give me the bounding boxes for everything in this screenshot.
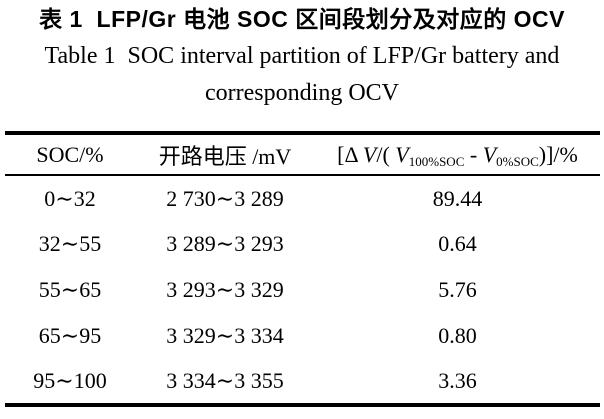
cell-soc-range: 55∼65 <box>38 277 102 302</box>
cell-delta-v-percent: 0.80 <box>438 323 477 348</box>
cell-soc-range: 65∼95 <box>38 323 102 348</box>
cell-soc-range: 32∼55 <box>38 231 102 256</box>
column-header-soc: SOC/% <box>36 141 104 167</box>
cell-ocv-range: 3 293∼3 329 <box>166 277 284 302</box>
cell-delta-v-percent: 3.36 <box>438 368 477 393</box>
formula-close-bracket-percent: )]/% <box>538 141 578 167</box>
formula-divide-paren: /( <box>376 141 396 167</box>
cell-ocv-range: 3 289∼3 293 <box>166 231 284 256</box>
table-header-row: SOC/% 开路电压 /mV [Δ V/( V100%SOC - V0%SOC)… <box>5 133 600 175</box>
cell-delta-v-percent: 0.64 <box>438 231 477 256</box>
table-caption-english: Table 1 SOC interval partition of LFP/Gr… <box>0 38 604 112</box>
formula-v100-symbol: V <box>395 141 409 167</box>
formula-minus-sign: - <box>464 141 483 167</box>
formula-delta-v-symbol: V <box>362 141 377 167</box>
formula-v0-subscript: 0%SOC <box>496 153 539 169</box>
table-row: 32∼55 3 289∼3 293 0.64 <box>5 221 600 267</box>
table-caption-english-line1: Table 1 SOC interval partition of LFP/Gr… <box>44 43 560 69</box>
table-row: 0∼32 2 730∼3 289 89.44 <box>5 175 600 221</box>
cell-ocv-range: 2 730∼3 289 <box>166 185 284 211</box>
formula-v0-symbol: V <box>482 141 497 167</box>
column-header-delta-v-formula: [Δ V/( V100%SOC - V0%SOC)]/% <box>315 133 600 175</box>
formula-open-bracket: [Δ <box>337 141 363 167</box>
cell-ocv-range: 3 334∼3 355 <box>166 368 284 393</box>
cell-delta-v-percent: 5.76 <box>438 277 477 302</box>
table-row: 95∼100 3 334∼3 355 3.36 <box>5 359 600 405</box>
cell-ocv-range: 3 329∼3 334 <box>166 323 284 348</box>
soc-ocv-table: SOC/% 开路电压 /mV [Δ V/( V100%SOC - V0%SOC)… <box>5 131 600 407</box>
cell-soc-range: 0∼32 <box>44 185 96 211</box>
table-row: 65∼95 3 329∼3 334 0.80 <box>5 313 600 359</box>
table-caption-english-line2: corresponding OCV <box>205 80 399 106</box>
table-caption-chinese: 表 1 LFP/Gr 电池 SOC 区间段划分及对应的 OCV <box>39 6 565 32</box>
table-row: 55∼65 3 293∼3 329 5.76 <box>5 267 600 313</box>
cell-soc-range: 95∼100 <box>33 368 107 393</box>
cell-delta-v-percent: 89.44 <box>432 185 483 211</box>
column-header-ocv: 开路电压 /mV <box>158 143 292 169</box>
formula-v100-subscript: 100%SOC <box>408 153 465 169</box>
